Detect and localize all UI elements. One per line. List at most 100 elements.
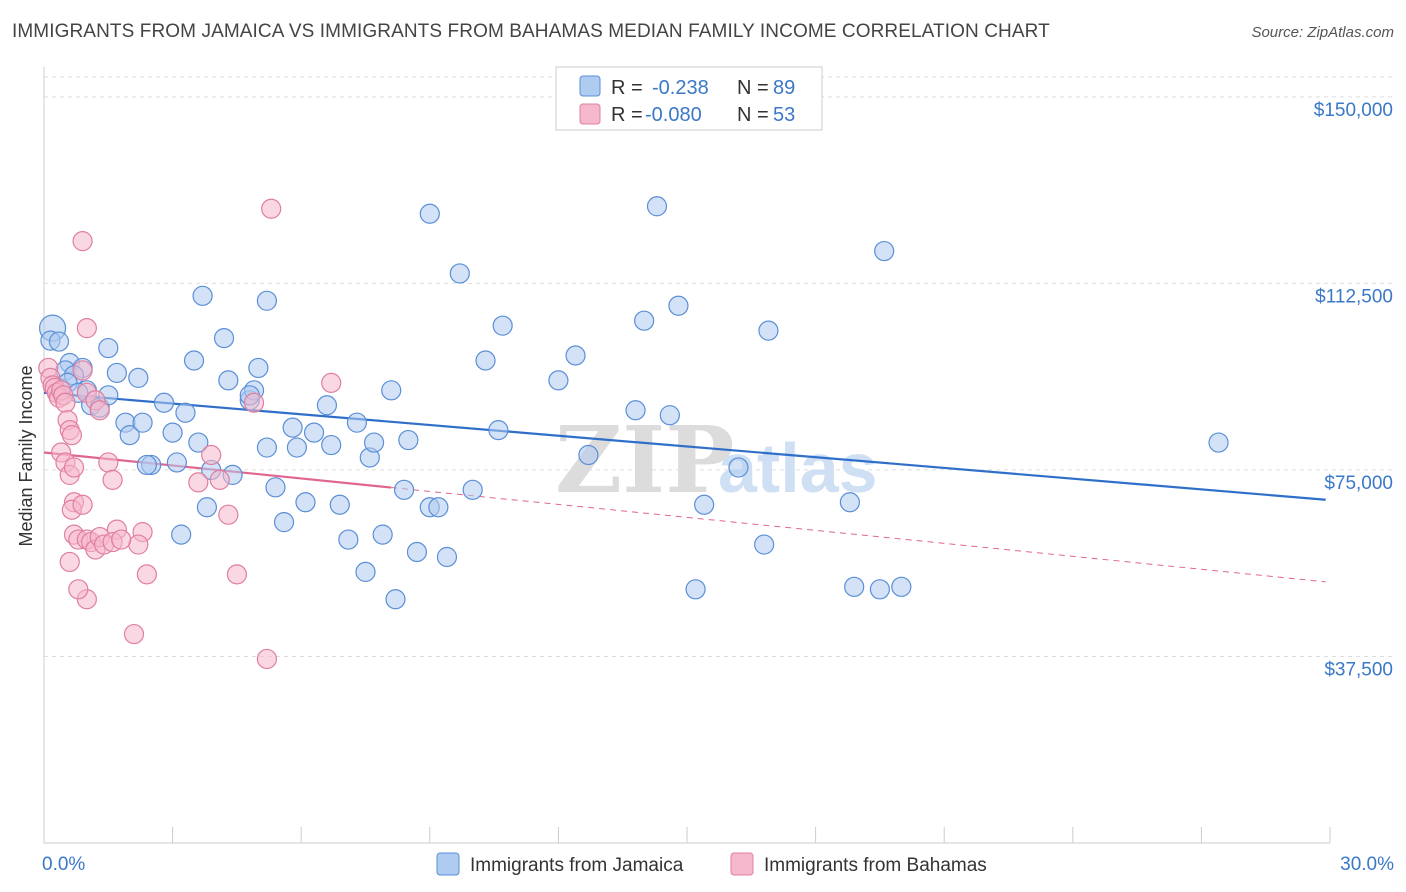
data-point-jamaica	[286, 437, 308, 458]
trend-line-bahamas-dashed	[391, 487, 1326, 583]
data-point-jamaica	[175, 402, 196, 423]
data-point-jamaica	[659, 405, 680, 426]
data-point-jamaica	[428, 497, 449, 518]
data-point-bahamas	[201, 444, 222, 466]
data-point-jamaica	[1208, 432, 1229, 453]
data-point-jamaica	[685, 579, 706, 600]
data-point-jamaica	[363, 432, 385, 453]
data-point-jamaica	[128, 367, 149, 388]
data-point-bahamas	[72, 494, 93, 515]
data-point-bahamas	[111, 529, 132, 550]
data-point-jamaica	[625, 400, 646, 421]
data-point-bahamas	[128, 534, 149, 555]
data-point-bahamas	[76, 318, 97, 339]
data-point-jamaica	[381, 380, 402, 401]
bottom-legend-swatch-bahamas	[730, 852, 754, 876]
legend-n-value-jamaica: 89	[773, 77, 795, 99]
legend-swatch-bahamas	[579, 103, 601, 125]
data-point-bahamas	[98, 452, 119, 473]
data-point-jamaica	[355, 561, 376, 582]
data-point-jamaica	[385, 589, 406, 610]
data-point-jamaica	[694, 494, 715, 515]
data-point-jamaica	[265, 477, 286, 498]
data-point-bahamas	[72, 360, 93, 381]
data-point-jamaica	[316, 395, 338, 416]
data-point-jamaica	[874, 240, 895, 262]
data-point-jamaica	[891, 576, 912, 597]
data-point-jamaica	[183, 350, 205, 371]
data-point-bahamas	[243, 392, 265, 413]
legend-r-value-jamaica: -0.238	[652, 77, 709, 99]
bottom-legend-label-jamaica: Immigrants from Jamaica	[470, 855, 684, 876]
data-point-jamaica	[346, 412, 368, 433]
data-point-jamaica	[668, 295, 689, 316]
legend-r-value-bahamas: -0.080	[645, 104, 702, 126]
gridlines	[44, 76, 1394, 657]
data-point-jamaica	[475, 350, 496, 371]
series-legend: Immigrants from Jamaica Immigrants from …	[436, 852, 987, 876]
source-credit: Source: ZipAtlas.com	[1251, 24, 1394, 41]
data-point-jamaica	[136, 454, 157, 476]
data-point-jamaica	[282, 417, 303, 438]
data-point-jamaica	[321, 434, 342, 456]
legend-n-label-jamaica: N =	[737, 77, 774, 99]
series-bahamas-points	[38, 198, 342, 670]
data-point-jamaica	[372, 524, 393, 545]
data-point-jamaica	[869, 579, 891, 600]
data-point-jamaica	[419, 203, 440, 224]
data-point-jamaica	[106, 362, 127, 384]
data-point-jamaica	[338, 529, 359, 550]
y-axis-label: Median Family Income	[16, 365, 36, 546]
data-point-jamaica	[565, 345, 586, 366]
data-point-jamaica	[171, 524, 192, 545]
chart-title: IMMIGRANTS FROM JAMAICA VS IMMIGRANTS FR…	[12, 21, 1050, 42]
data-point-jamaica	[196, 497, 217, 518]
data-point-jamaica	[162, 422, 183, 443]
data-point-jamaica	[119, 425, 140, 446]
data-point-jamaica	[488, 420, 509, 441]
data-point-jamaica	[754, 534, 775, 555]
x-tick-label-max: 30.0%	[1340, 854, 1394, 875]
data-point-jamaica	[192, 285, 213, 306]
data-point-jamaica	[132, 412, 153, 433]
axes: $37,500 $75,000 $112,500 $150,000	[43, 67, 1393, 844]
y-tick-label: $112,500	[1315, 286, 1393, 307]
data-point-bahamas	[123, 623, 145, 645]
legend-r-label-bahamas: R =	[611, 104, 648, 126]
data-point-jamaica	[548, 370, 569, 391]
data-point-jamaica	[256, 290, 278, 311]
data-point-jamaica	[449, 263, 470, 284]
data-point-bahamas	[261, 198, 282, 219]
data-point-jamaica	[393, 479, 415, 500]
data-point-jamaica	[213, 328, 235, 349]
data-point-bahamas	[72, 231, 93, 252]
data-point-jamaica	[646, 196, 668, 217]
watermark: ZIP atlas	[555, 406, 878, 514]
data-point-jamaica	[248, 357, 269, 379]
data-point-jamaica	[256, 437, 278, 458]
data-point-jamaica	[634, 310, 655, 331]
data-point-jamaica	[153, 392, 175, 413]
data-point-bahamas	[136, 564, 157, 585]
x-tick-label-min: 0.0%	[42, 854, 85, 875]
data-point-jamaica	[295, 492, 316, 513]
y-tick-label: $37,500	[1324, 659, 1393, 680]
data-point-jamaica	[839, 492, 860, 513]
data-point-jamaica	[728, 457, 749, 478]
data-point-bahamas	[55, 392, 76, 413]
data-point-jamaica	[462, 479, 483, 500]
data-point-jamaica	[98, 337, 119, 359]
data-point-jamaica	[218, 370, 239, 391]
y-tick-label: $150,000	[1314, 100, 1393, 121]
data-point-jamaica	[303, 422, 325, 443]
data-point-bahamas	[218, 504, 239, 525]
data-point-jamaica	[48, 331, 70, 352]
legend-n-label-bahamas: N =	[737, 104, 774, 126]
y-tick-label: $75,000	[1324, 473, 1393, 494]
data-point-bahamas	[321, 372, 342, 393]
data-point-bahamas	[89, 400, 110, 421]
bottom-legend-swatch-jamaica	[436, 852, 460, 876]
data-point-jamaica	[273, 512, 295, 533]
legend-r-label-jamaica: R =	[611, 77, 648, 99]
legend-swatch-jamaica	[579, 75, 601, 97]
